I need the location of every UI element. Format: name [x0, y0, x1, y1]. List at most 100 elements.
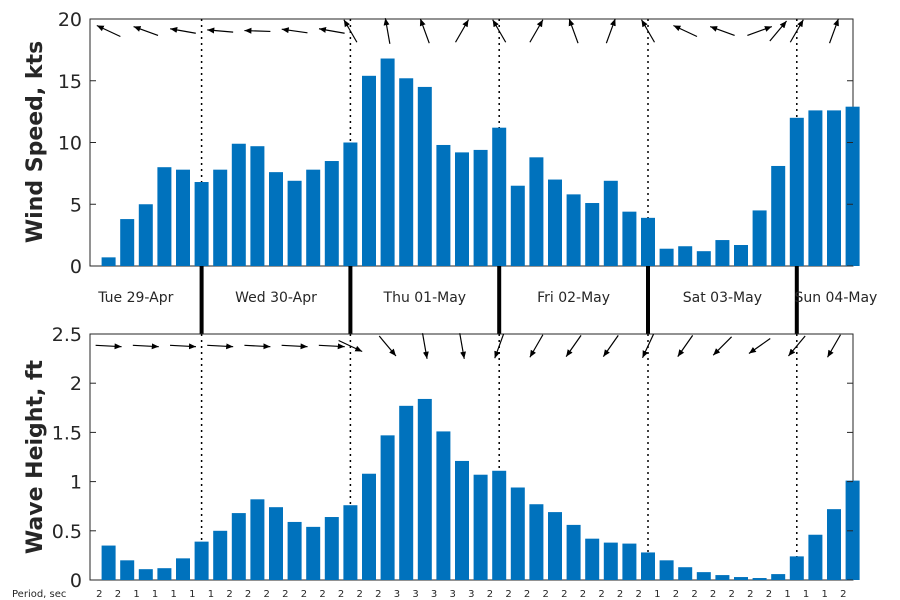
- period-value-18: 3: [431, 589, 437, 600]
- wind-direction-arrow-13: [568, 18, 579, 44]
- wave-bar-19: [455, 460, 469, 580]
- wave-bar-35: [752, 578, 767, 580]
- wave-bar-21: [492, 470, 507, 580]
- wind-ytick-label-3: 15: [58, 71, 82, 93]
- period-value-5: 1: [189, 589, 195, 600]
- period-value-13: 2: [338, 589, 344, 600]
- wind-bar-7: [231, 143, 246, 266]
- wave-bar-3: [157, 568, 172, 580]
- wind-ytick-label-2: 10: [58, 133, 82, 155]
- period-value-10: 2: [282, 589, 288, 600]
- wave-ytick-label-1: 0.5: [52, 521, 82, 543]
- wind-bar-6: [213, 169, 228, 266]
- wind-direction-arrow-1: [133, 25, 159, 37]
- wave-bar-10: [287, 521, 302, 580]
- wave-bar-24: [548, 512, 562, 580]
- wind-bar-39: [827, 110, 841, 266]
- wave-direction-arrow-7: [338, 339, 363, 353]
- wind-bar-37: [789, 117, 804, 266]
- day-label-0: Tue 29-Apr: [97, 290, 173, 306]
- wave-direction-arrow-19: [787, 335, 806, 357]
- wind-bar-4: [176, 169, 190, 266]
- wind-bar-25: [566, 194, 581, 266]
- wave-direction-arrow-1: [132, 343, 159, 350]
- wind-bar-35: [752, 210, 767, 266]
- period-value-1: 2: [115, 589, 121, 600]
- wave-direction-arrow-12: [529, 334, 544, 358]
- wind-direction-arrow-11: [492, 19, 507, 43]
- day-label-band: Tue 29-Apr Wed 30-Apr Thu 01-May Fri 02-May…: [97, 266, 877, 334]
- wave-ytick-label-3: 1.5: [52, 422, 82, 444]
- wind-direction-arrow-4: [244, 27, 271, 34]
- wave-ytick-label-4: 2: [70, 373, 82, 395]
- wind-bar-17: [417, 86, 432, 266]
- wind-direction-arrow-7: [343, 19, 358, 43]
- wind-direction-arrow-12: [529, 19, 544, 43]
- wind-bar-19: [455, 152, 469, 266]
- wave-bar-9: [269, 507, 283, 580]
- period-value-32: 2: [691, 589, 697, 600]
- period-value-3: 1: [152, 589, 158, 600]
- period-value-29: 2: [636, 589, 642, 600]
- period-value-26: 2: [580, 589, 586, 600]
- wind-direction-arrow-20: [789, 19, 804, 43]
- wind-bar-22: [510, 185, 525, 266]
- wind-bar-36: [771, 165, 786, 266]
- wind-direction-arrow-9: [419, 18, 430, 44]
- wind-bar-15: [380, 58, 395, 266]
- wind-direction-arrow-15: [640, 19, 656, 43]
- wind-bar-18: [436, 144, 451, 266]
- wave-bar-4: [176, 558, 190, 580]
- day-label-4: Sat 03-May: [683, 290, 762, 306]
- period-value-38: 1: [803, 589, 809, 600]
- wind-speed-panel: 0 5 10 15 20 Wind Speed, kts: [23, 9, 860, 278]
- wave-direction-arrow-16: [677, 335, 694, 357]
- wind-bar-13: [343, 142, 358, 266]
- wind-direction-arrow-17: [709, 25, 735, 37]
- wave-bar-28: [622, 543, 637, 580]
- wind-bar-30: [659, 248, 674, 266]
- wind-bar-31: [678, 246, 693, 266]
- wind-bar-10: [287, 180, 302, 266]
- wave-direction-arrow-9: [421, 333, 429, 359]
- wave-bar-30: [659, 560, 674, 580]
- wave-bar-6: [213, 530, 228, 580]
- period-row: Period, sec 2 2 1 1 1 1 1 2 2 2 2 2 2 2 2 2 3 3 3 3 3 2 2 2 2 2 2 2 2…: [12, 589, 846, 600]
- wave-bar-14: [362, 473, 376, 580]
- wind-bar-26: [585, 203, 600, 266]
- wind-direction-arrow-5: [281, 27, 308, 34]
- period-value-4: 1: [171, 589, 177, 600]
- wave-bar-31: [678, 567, 693, 580]
- wind-direction-arrow-3: [207, 27, 234, 34]
- period-value-12: 2: [319, 589, 325, 600]
- wave-bar-5: [194, 541, 209, 580]
- period-value-36: 2: [766, 589, 772, 600]
- period-value-21: 2: [487, 589, 493, 600]
- wave-direction-arrow-2: [169, 343, 197, 350]
- wave-bar-13: [343, 505, 358, 580]
- period-value-33: 2: [710, 589, 716, 600]
- period-value-39: 1: [822, 589, 828, 600]
- period-value-11: 2: [301, 589, 307, 600]
- wave-bar-38: [808, 534, 823, 580]
- wave-direction-arrow-20: [826, 334, 842, 358]
- wave-direction-arrow-10: [459, 333, 466, 359]
- wind-bar-11: [306, 169, 321, 266]
- wave-ylabel: Wave Height, ft: [23, 359, 48, 554]
- period-value-9: 2: [264, 589, 270, 600]
- wave-bar-32: [696, 572, 711, 580]
- wind-bar-40: [845, 106, 860, 266]
- wind-ytick-label-4: 20: [58, 9, 82, 31]
- wind-bar-24: [548, 179, 562, 266]
- period-value-0: 2: [96, 589, 102, 600]
- wave-direction-arrow-14: [602, 335, 619, 357]
- wind-bar-5: [194, 182, 209, 266]
- period-value-8: 2: [245, 589, 251, 600]
- wind-bar-1: [120, 219, 135, 266]
- wave-direction-arrow-0: [95, 343, 122, 350]
- wave-bar-1: [120, 560, 135, 580]
- wave-direction-arrow-13: [565, 335, 582, 357]
